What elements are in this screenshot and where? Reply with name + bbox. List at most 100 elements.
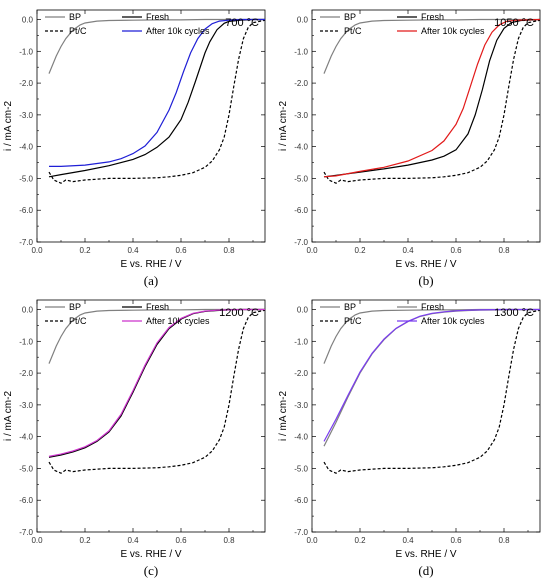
panel-label: (c) bbox=[144, 563, 158, 578]
plot-frame bbox=[311, 299, 541, 533]
y-tick-label: -4.0 bbox=[294, 143, 308, 152]
y-tick-label: 0.0 bbox=[297, 16, 309, 25]
x-tick-label: 0.2 bbox=[79, 536, 91, 545]
x-axis-label: E vs. RHE / V bbox=[120, 549, 181, 560]
temperature-label: 1200 °C bbox=[219, 307, 259, 319]
legend-label: After 10k cycles bbox=[146, 316, 210, 326]
y-tick-label: -6.0 bbox=[19, 206, 33, 215]
y-tick-label: -3.0 bbox=[19, 111, 33, 120]
panel-b: -7.0 -6.0 -5.0 -4.0 -3.0 -2.0 -1.0 0.0 0.0 0.2 0.4… bbox=[278, 9, 541, 288]
panel-label: (d) bbox=[418, 563, 433, 578]
y-tick-label: -7.0 bbox=[19, 238, 33, 247]
series-line-fresh bbox=[48, 18, 265, 178]
series-line-fresh bbox=[48, 308, 265, 458]
legend-label: Pt/C bbox=[344, 316, 362, 326]
legend-label: BP bbox=[344, 12, 356, 22]
panel-c: -7.0 -6.0 -5.0 -4.0 -3.0 -2.0 -1.0 0.0 0.0 0.2 0.4… bbox=[3, 299, 266, 578]
legend-label: After 10k cycles bbox=[421, 316, 485, 326]
x-tick-label: 0.8 bbox=[498, 246, 510, 255]
x-tick-label: 0.8 bbox=[223, 246, 235, 255]
y-tick-label: -5.0 bbox=[294, 174, 308, 183]
x-tick-label: 0.4 bbox=[402, 536, 414, 545]
y-tick-label: -6.0 bbox=[294, 206, 308, 215]
x-tick-label: 0.4 bbox=[127, 536, 139, 545]
y-tick-label: 0.0 bbox=[297, 306, 309, 315]
x-axis-label: E vs. RHE / V bbox=[395, 549, 456, 560]
y-tick-label: -2.0 bbox=[19, 79, 33, 88]
panel-d: -7.0 -6.0 -5.0 -4.0 -3.0 -2.0 -1.0 0.0 0.0 0.2 0.4… bbox=[278, 299, 541, 578]
plot-frame bbox=[36, 9, 266, 243]
plot-frame bbox=[311, 9, 541, 243]
y-tick-label: -1.0 bbox=[19, 47, 33, 56]
y-tick-label: 0.0 bbox=[22, 16, 34, 25]
x-axis-label: E vs. RHE / V bbox=[120, 259, 181, 270]
y-tick-label: -1.0 bbox=[294, 47, 308, 56]
x-tick-label: 0.2 bbox=[79, 246, 91, 255]
x-tick-label: 0.4 bbox=[127, 246, 139, 255]
legend-label: Fresh bbox=[421, 302, 444, 312]
y-tick-label: -3.0 bbox=[19, 401, 33, 410]
y-axis-label: i / mA cm-2 bbox=[3, 101, 14, 151]
series-line-after-10k-cycles bbox=[323, 18, 540, 178]
legend-label: Pt/C bbox=[69, 316, 87, 326]
x-tick-label: 0.6 bbox=[450, 246, 462, 255]
y-tick-label: -3.0 bbox=[294, 111, 308, 120]
series-line-bp bbox=[48, 308, 265, 364]
series-line-pt-c bbox=[323, 309, 540, 474]
y-tick-label: -6.0 bbox=[19, 496, 33, 505]
x-axis-label: E vs. RHE / V bbox=[395, 259, 456, 270]
panel-label: (b) bbox=[418, 273, 433, 288]
y-tick-label: -1.0 bbox=[294, 337, 308, 346]
panel-a: -7.0 -6.0 -5.0 -4.0 -3.0 -2.0 -1.0 0.0 0.0 0.2 0.4… bbox=[3, 9, 266, 288]
series-line-after-10k-cycles bbox=[48, 308, 265, 457]
y-tick-label: -3.0 bbox=[294, 401, 308, 410]
panel-label: (a) bbox=[144, 273, 158, 288]
x-tick-label: 0.0 bbox=[306, 536, 318, 545]
temperature-label: 1300 °C bbox=[494, 307, 534, 319]
series-line-after-10k-cycles bbox=[49, 18, 265, 167]
y-tick-label: -7.0 bbox=[19, 528, 33, 537]
y-tick-label: -2.0 bbox=[294, 79, 308, 88]
y-axis-label: i / mA cm-2 bbox=[278, 101, 289, 151]
x-tick-label: 0.2 bbox=[354, 246, 366, 255]
y-tick-label: -7.0 bbox=[294, 238, 308, 247]
y-tick-label: -2.0 bbox=[19, 369, 33, 378]
x-tick-label: 0.4 bbox=[402, 246, 414, 255]
series-line-pt-c bbox=[48, 19, 265, 184]
legend-label: After 10k cycles bbox=[421, 26, 485, 36]
y-tick-label: -7.0 bbox=[294, 528, 308, 537]
plot-frame bbox=[36, 299, 266, 533]
y-tick-label: 0.0 bbox=[22, 306, 34, 315]
series-line-bp bbox=[323, 18, 540, 74]
series-line-after-10k-cycles bbox=[323, 308, 540, 442]
y-tick-label: -4.0 bbox=[294, 433, 308, 442]
y-tick-label: -1.0 bbox=[19, 337, 33, 346]
x-tick-label: 0.8 bbox=[223, 536, 235, 545]
series-line-bp bbox=[48, 18, 265, 74]
y-tick-label: -2.0 bbox=[294, 369, 308, 378]
y-tick-label: -4.0 bbox=[19, 433, 33, 442]
legend-label: BP bbox=[69, 302, 81, 312]
x-tick-label: 0.0 bbox=[31, 246, 43, 255]
x-tick-label: 0.8 bbox=[498, 536, 510, 545]
x-tick-label: 0.6 bbox=[175, 536, 187, 545]
y-axis-label: i / mA cm-2 bbox=[278, 391, 289, 441]
y-tick-label: -5.0 bbox=[19, 174, 33, 183]
temperature-label: 1050 °C bbox=[494, 17, 534, 29]
series-line-pt-c bbox=[323, 19, 540, 184]
x-tick-label: 0.6 bbox=[175, 246, 187, 255]
y-tick-label: -5.0 bbox=[294, 464, 308, 473]
legend-label: BP bbox=[69, 12, 81, 22]
x-tick-label: 0.0 bbox=[31, 536, 43, 545]
x-tick-label: 0.2 bbox=[354, 536, 366, 545]
legend-label: BP bbox=[344, 302, 356, 312]
legend-label: After 10k cycles bbox=[146, 26, 210, 36]
temperature-label: 700 °C bbox=[225, 17, 259, 29]
legend-label: Fresh bbox=[146, 12, 169, 22]
legend-label: Pt/C bbox=[69, 26, 87, 36]
y-tick-label: -4.0 bbox=[19, 143, 33, 152]
series-line-pt-c bbox=[48, 309, 265, 474]
series-line-fresh bbox=[323, 18, 540, 178]
x-tick-label: 0.6 bbox=[450, 536, 462, 545]
